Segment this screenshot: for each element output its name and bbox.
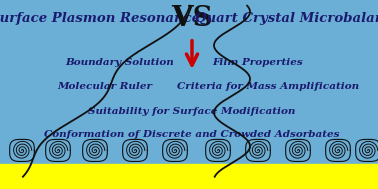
Text: Conformation of Discrete and Crowded Adsorbates: Conformation of Discrete and Crowded Ads… [44,130,340,139]
Text: Film Properties: Film Properties [212,58,304,67]
Bar [0,164,378,189]
Text: Molecular Ruler: Molecular Ruler [57,82,152,91]
Text: Quart Crystal Microbalance: Quart Crystal Microbalance [195,12,378,25]
Text: Boundary Solution: Boundary Solution [66,58,174,67]
Text: Criteria for Mass Amplification: Criteria for Mass Amplification [177,82,359,91]
Text: Surface Plasmon Resonance: Surface Plasmon Resonance [0,12,200,25]
Text: VS: VS [171,5,213,32]
Text: Suitability for Surface Modification: Suitability for Surface Modification [88,107,296,116]
